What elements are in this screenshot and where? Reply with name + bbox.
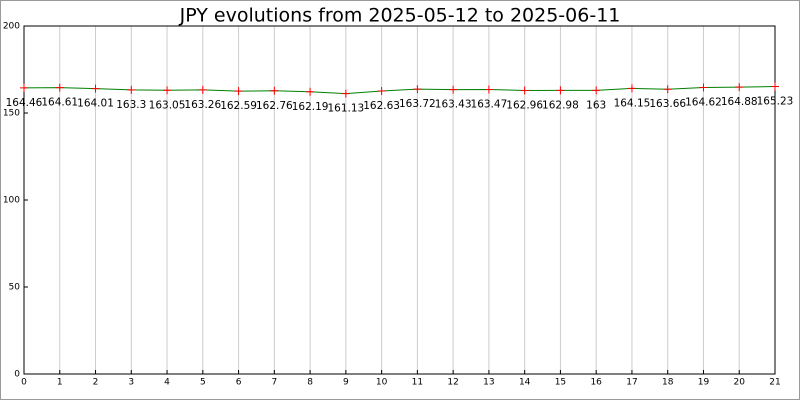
marker bbox=[20, 83, 28, 92]
data-label: 162.63 bbox=[363, 100, 400, 112]
marker bbox=[771, 82, 779, 91]
series-line bbox=[23, 85, 776, 95]
data-label: 163.05 bbox=[149, 99, 186, 111]
x-tick-label: 20 bbox=[734, 378, 746, 388]
data-label: 164.01 bbox=[77, 98, 114, 110]
x-tick-label: 21 bbox=[769, 378, 780, 388]
marker bbox=[413, 85, 422, 94]
data-label: 164.61 bbox=[41, 97, 78, 109]
data-label: 162.19 bbox=[292, 101, 329, 113]
x-tick-label: 8 bbox=[307, 378, 313, 388]
y-tick-label: 150 bbox=[3, 109, 20, 119]
x-tick-label: 14 bbox=[519, 378, 531, 388]
data-label: 163.26 bbox=[184, 99, 221, 111]
marker bbox=[520, 86, 529, 95]
data-label: 164.15 bbox=[614, 97, 651, 109]
x-tick-label: 2 bbox=[93, 378, 99, 388]
data-label: 164.46 bbox=[6, 97, 43, 109]
data-label: 164.62 bbox=[685, 97, 722, 109]
data-label: 162.98 bbox=[542, 99, 579, 111]
x-tick-label: 9 bbox=[343, 378, 349, 388]
marker bbox=[449, 85, 458, 94]
x-tick-label: 13 bbox=[483, 378, 494, 388]
marker bbox=[735, 83, 744, 92]
plot-border bbox=[23, 25, 776, 375]
data-label: 162.96 bbox=[506, 99, 543, 111]
marker bbox=[127, 85, 136, 94]
x-tick-label: 10 bbox=[376, 378, 388, 388]
marker bbox=[341, 89, 350, 98]
x-tick-label: 15 bbox=[555, 378, 566, 388]
marker bbox=[377, 87, 386, 96]
marker bbox=[306, 87, 315, 96]
data-label: 163.72 bbox=[399, 98, 436, 110]
marker bbox=[484, 85, 493, 94]
marker bbox=[592, 86, 601, 95]
marker bbox=[163, 86, 172, 95]
y-tick-label: 0 bbox=[14, 370, 20, 380]
marker bbox=[663, 85, 672, 94]
data-label: 163 bbox=[586, 99, 606, 111]
data-label: 163.3 bbox=[116, 99, 146, 111]
x-tick-label: 18 bbox=[662, 378, 674, 388]
x-tick-label: 17 bbox=[626, 378, 637, 388]
marker bbox=[198, 85, 207, 94]
marker bbox=[556, 86, 565, 95]
y-tick-label: 200 bbox=[3, 22, 20, 32]
x-tick-label: 19 bbox=[698, 378, 710, 388]
y-tick-label: 100 bbox=[3, 196, 20, 206]
marker bbox=[627, 84, 636, 93]
x-tick-label: 5 bbox=[200, 378, 206, 388]
x-tick-label: 12 bbox=[447, 378, 458, 388]
x-tick-label: 4 bbox=[164, 378, 170, 388]
x-tick-label: 0 bbox=[21, 378, 27, 388]
marker bbox=[55, 83, 64, 92]
x-tick-label: 11 bbox=[412, 378, 423, 388]
marker bbox=[234, 87, 243, 96]
data-label: 163.47 bbox=[471, 99, 508, 111]
marker bbox=[91, 84, 100, 93]
x-tick-label: 16 bbox=[590, 378, 602, 388]
data-label: 163.66 bbox=[649, 98, 686, 110]
data-label: 162.76 bbox=[256, 100, 293, 112]
x-tick-label: 1 bbox=[57, 378, 63, 388]
data-label: 164.88 bbox=[721, 96, 758, 108]
marker bbox=[270, 86, 279, 95]
data-label: 161.13 bbox=[327, 103, 364, 115]
data-label: 163.43 bbox=[435, 99, 472, 111]
data-label: 162.59 bbox=[220, 100, 257, 112]
x-tick-label: 3 bbox=[128, 378, 134, 388]
marker bbox=[699, 83, 708, 92]
y-tick-label: 50 bbox=[9, 283, 21, 293]
data-label: 165.23 bbox=[757, 95, 794, 107]
chart-title: JPY evolutions from 2025-05-12 to 2025-0… bbox=[179, 5, 621, 27]
x-tick-label: 7 bbox=[271, 378, 277, 388]
x-tick-label: 6 bbox=[236, 378, 242, 388]
